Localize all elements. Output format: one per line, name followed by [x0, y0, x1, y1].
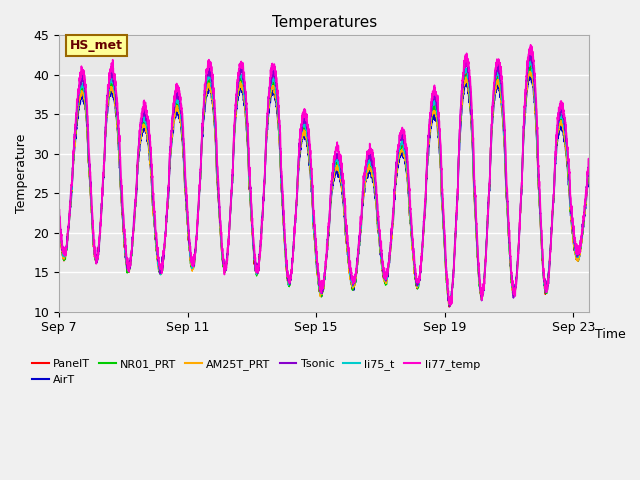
Title: Temperatures: Temperatures	[271, 15, 377, 30]
Text: HS_met: HS_met	[70, 39, 123, 52]
Y-axis label: Temperature: Temperature	[15, 134, 28, 213]
Legend: PanelT, AirT, NR01_PRT, AM25T_PRT, Tsonic, li75_t, li77_temp: PanelT, AirT, NR01_PRT, AM25T_PRT, Tsoni…	[28, 355, 484, 389]
Text: Time: Time	[595, 328, 625, 341]
